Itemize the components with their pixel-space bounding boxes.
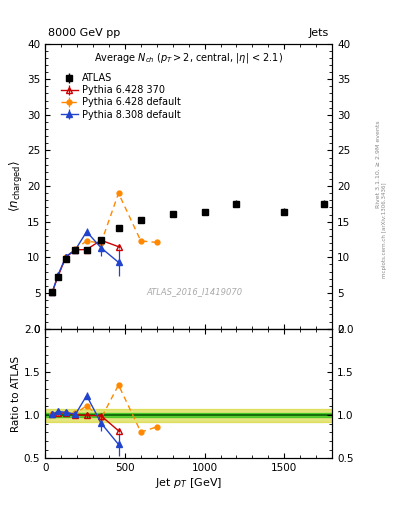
Text: Average $N_{ch}$ ($p_T$$>$2, central, $|\eta|$ < 2.1): Average $N_{ch}$ ($p_T$$>$2, central, $|…	[94, 51, 283, 65]
Bar	[45, 410, 332, 422]
Text: mcplots.cern.ch [arXiv:1306.3436]: mcplots.cern.ch [arXiv:1306.3436]	[382, 183, 387, 278]
Legend: ATLAS, Pythia 6.428 370, Pythia 6.428 default, Pythia 8.308 default: ATLAS, Pythia 6.428 370, Pythia 6.428 de…	[59, 71, 183, 121]
Y-axis label: $\langle n_\mathrm{charged} \rangle$: $\langle n_\mathrm{charged} \rangle$	[7, 160, 24, 212]
Text: Jets: Jets	[309, 28, 329, 38]
Bar	[45, 413, 332, 417]
Text: 8000 GeV pp: 8000 GeV pp	[48, 28, 120, 38]
Y-axis label: Ratio to ATLAS: Ratio to ATLAS	[11, 355, 21, 432]
Text: Rivet 3.1.10, ≥ 2.9M events: Rivet 3.1.10, ≥ 2.9M events	[376, 120, 380, 208]
X-axis label: Jet $p_T$ [GeV]: Jet $p_T$ [GeV]	[155, 476, 222, 490]
Text: ATLAS_2016_I1419070: ATLAS_2016_I1419070	[146, 287, 242, 296]
